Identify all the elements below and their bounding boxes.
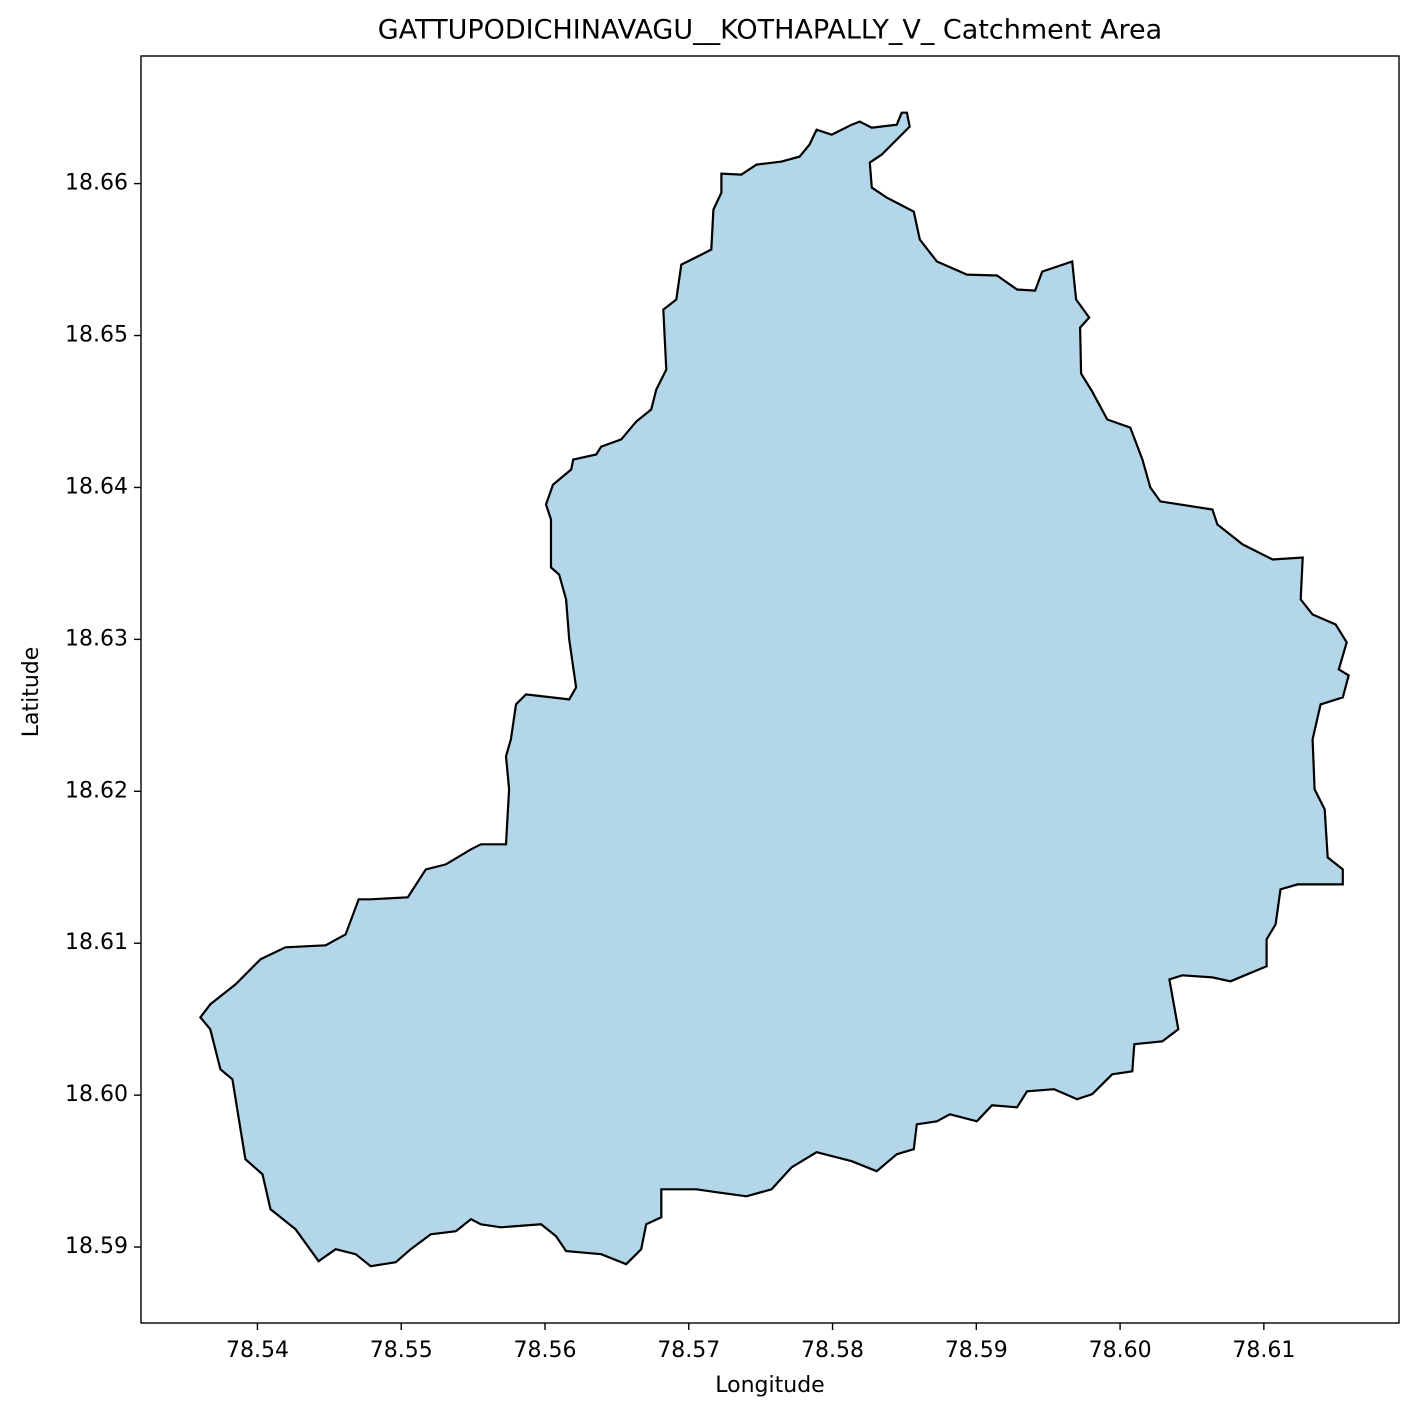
y-tick-label: 18.59 bbox=[65, 1234, 128, 1259]
y-tick-label: 18.63 bbox=[65, 626, 128, 651]
y-axis-label: Latitude bbox=[19, 647, 44, 738]
y-tick-label: 18.64 bbox=[65, 474, 128, 499]
catchment-polygon bbox=[198, 111, 1350, 1268]
x-tick-label: 78.61 bbox=[1232, 1338, 1295, 1363]
y-tick-label: 18.62 bbox=[65, 778, 128, 803]
x-tick-label: 78.55 bbox=[370, 1338, 433, 1363]
x-tick-label: 78.56 bbox=[514, 1338, 577, 1363]
y-tick-label: 18.66 bbox=[65, 171, 128, 196]
chart-title: GATTUPODICHINAVAGU__KOTHAPALLY_V_ Catchm… bbox=[378, 15, 1162, 46]
y-tick-label: 18.61 bbox=[65, 930, 128, 955]
x-axis-label: Longitude bbox=[715, 1373, 824, 1398]
y-tick-label: 18.65 bbox=[65, 323, 128, 348]
x-tick-label: 78.54 bbox=[226, 1338, 289, 1363]
x-tick-label: 78.60 bbox=[1089, 1338, 1152, 1363]
x-tick-label: 78.59 bbox=[945, 1338, 1008, 1363]
plot-frame bbox=[140, 55, 1400, 1324]
y-tick-label: 18.60 bbox=[65, 1082, 128, 1107]
x-tick-label: 78.57 bbox=[657, 1338, 720, 1363]
x-tick-label: 78.58 bbox=[801, 1338, 864, 1363]
